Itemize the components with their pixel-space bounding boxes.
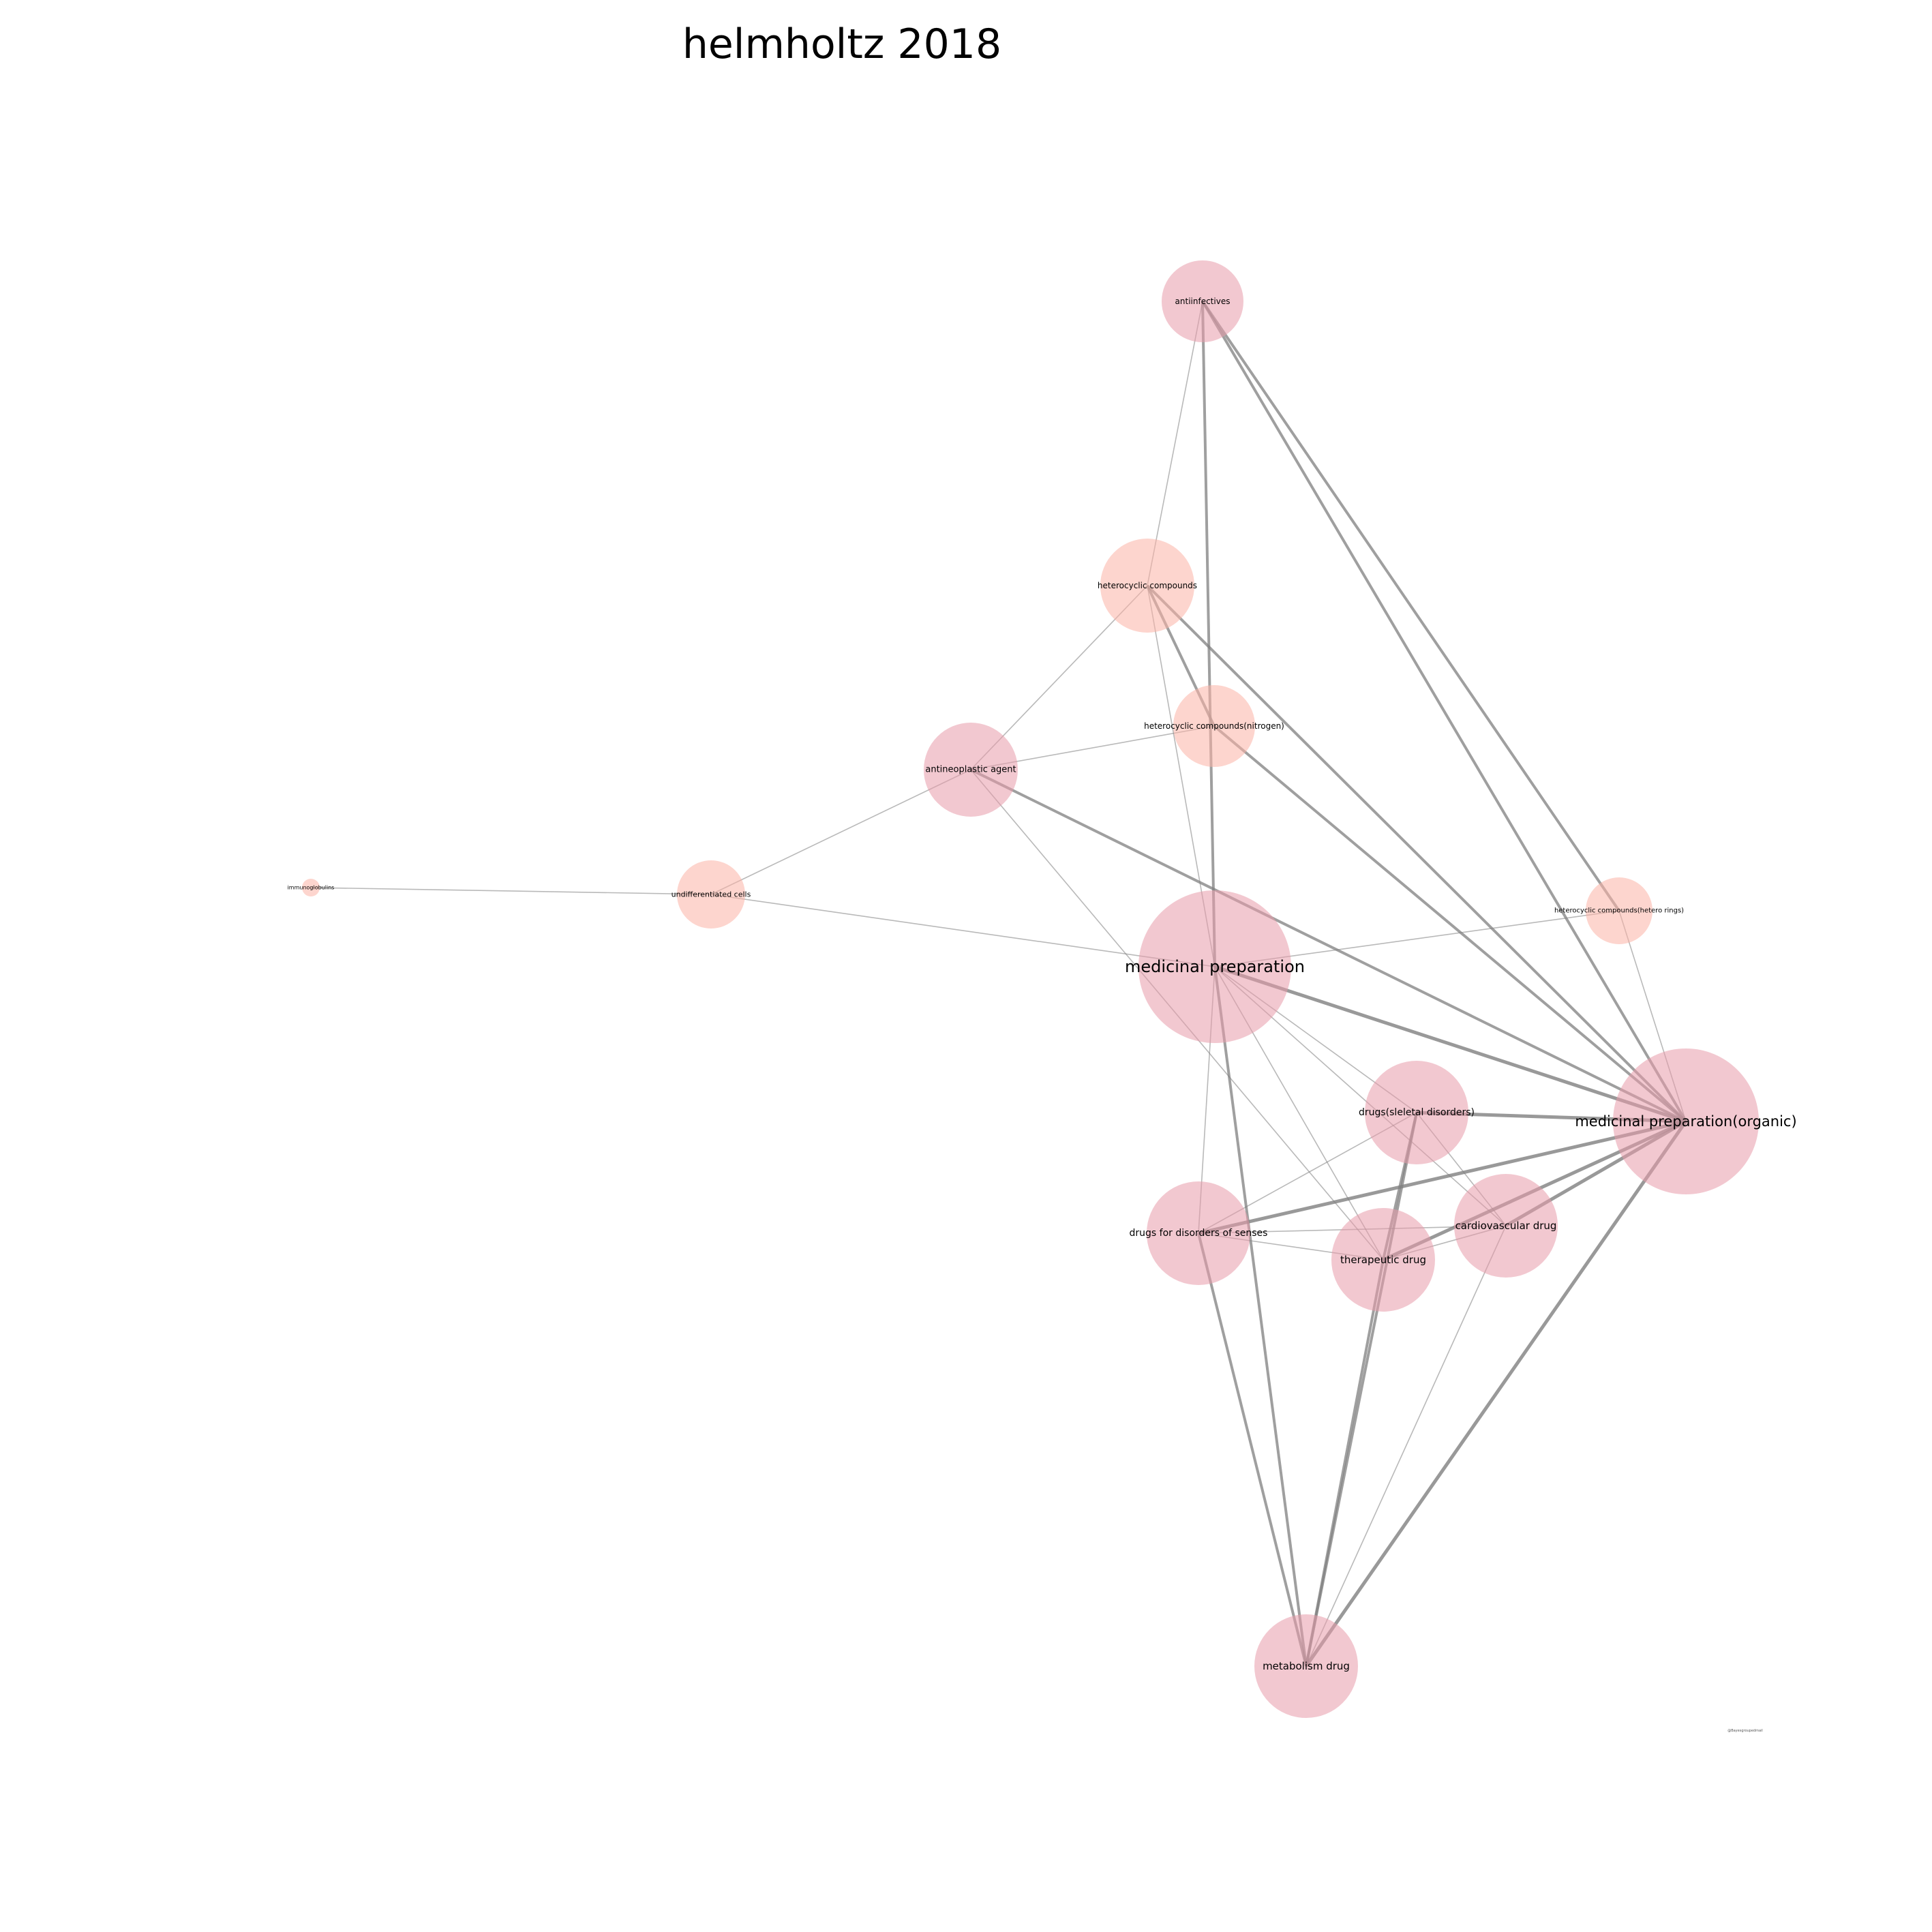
- labels-layer: antiinfectives heterocyclic compounds hete…: [288, 297, 1797, 1672]
- node-label-antiinfectives: antiinfectives: [1175, 297, 1231, 306]
- node-label-medicinal: medicinal preparation: [1125, 957, 1305, 976]
- node-label-medicinal_organic: medicinal preparation(organic): [1575, 1113, 1796, 1130]
- node-senses[interactable]: [1147, 1181, 1250, 1285]
- edge-senses-metabolism: [1197, 1233, 1308, 1667]
- node-label-skeletal: drugs(sleletal disorders): [1359, 1107, 1475, 1118]
- edge-heterocyclic_compounds-medicinal_organic: [1146, 584, 1687, 1123]
- node-label-heterocyclic_nitrogen: heterocyclic compounds(nitrogen): [1144, 721, 1284, 731]
- edge-undifferentiated-medicinal: [710, 894, 1216, 967]
- edge-metabolism-medicinal_organic: [1304, 1120, 1688, 1667]
- node-antiinfectives[interactable]: [1162, 260, 1243, 342]
- edge-immunoglobulins-undifferentiated: [310, 887, 712, 895]
- edges-layer: [310, 300, 1688, 1667]
- node-heterocyclic_compounds[interactable]: [1100, 539, 1194, 633]
- edge-undifferentiated-antineoplastic: [710, 769, 971, 895]
- node-undifferentiated[interactable]: [677, 860, 745, 929]
- edge-therapeutic-metabolism: [1305, 1259, 1385, 1667]
- node-metabolism[interactable]: [1254, 1614, 1358, 1718]
- node-label-antineoplastic: antineoplastic agent: [925, 765, 1016, 775]
- node-medicinal[interactable]: [1138, 890, 1291, 1043]
- node-skeletal[interactable]: [1365, 1061, 1468, 1164]
- node-label-immunoglobulins: immunoglobulins: [288, 885, 335, 891]
- node-label-hetero_rings: heterocyclic compounds(hetero rings): [1554, 907, 1684, 915]
- watermark-text: @Bayesgroupedmail: [1727, 1729, 1763, 1733]
- node-therapeutic[interactable]: [1331, 1208, 1435, 1312]
- node-hetero_rings[interactable]: [1586, 877, 1652, 944]
- node-heterocyclic_nitrogen[interactable]: [1173, 685, 1255, 767]
- node-label-undifferentiated: undifferentiated cells: [671, 890, 751, 899]
- node-antineoplastic[interactable]: [924, 723, 1018, 817]
- graph-title: helmholtz 2018: [682, 20, 1002, 68]
- edge-antiinfectives-medicinal: [1201, 301, 1216, 967]
- node-cardiovascular[interactable]: [1454, 1174, 1558, 1278]
- node-immunoglobulins[interactable]: [302, 879, 320, 896]
- node-label-heterocyclic_compounds: heterocyclic compounds: [1098, 581, 1197, 590]
- edge-antineoplastic-medicinal_organic: [970, 768, 1687, 1123]
- node-label-metabolism: metabolism drug: [1263, 1660, 1350, 1672]
- node-label-therapeutic: therapeutic drug: [1340, 1254, 1426, 1266]
- nodes-layer: [302, 260, 1759, 1718]
- edge-medicinal-metabolism: [1213, 966, 1308, 1667]
- edge-cardiovascular-metabolism: [1305, 1225, 1507, 1667]
- node-medicinal_organic[interactable]: [1613, 1048, 1759, 1194]
- edge-medicinal-medicinal_organic: [1214, 965, 1687, 1123]
- edge-senses-medicinal_organic: [1198, 1119, 1687, 1235]
- node-label-senses: drugs for disorders of senses: [1130, 1228, 1268, 1239]
- edge-antiinfectives-heterocyclic_compounds: [1147, 301, 1203, 586]
- edge-antiinfectives-hetero_rings: [1201, 300, 1620, 912]
- edge-antiinfectives-medicinal_organic: [1201, 300, 1687, 1123]
- edge-heterocyclic_nitrogen-medicinal_organic: [1213, 725, 1687, 1123]
- node-label-cardiovascular: cardiovascular drug: [1455, 1220, 1557, 1232]
